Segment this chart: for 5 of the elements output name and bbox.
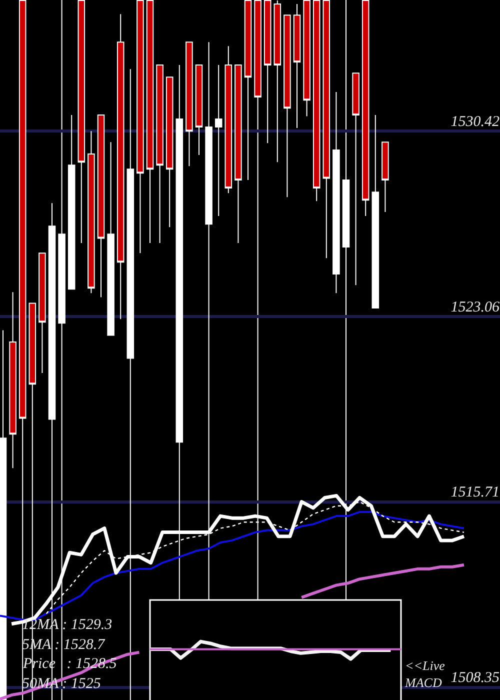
y-tick-label: 1508.35: [450, 670, 500, 686]
y-tick-label: 1515.71: [450, 484, 500, 501]
y-tick-label: 1523.06: [450, 299, 500, 316]
annotation: <<Live MACD: [404, 658, 446, 690]
y-tick-label: 1530.42: [450, 114, 500, 130]
